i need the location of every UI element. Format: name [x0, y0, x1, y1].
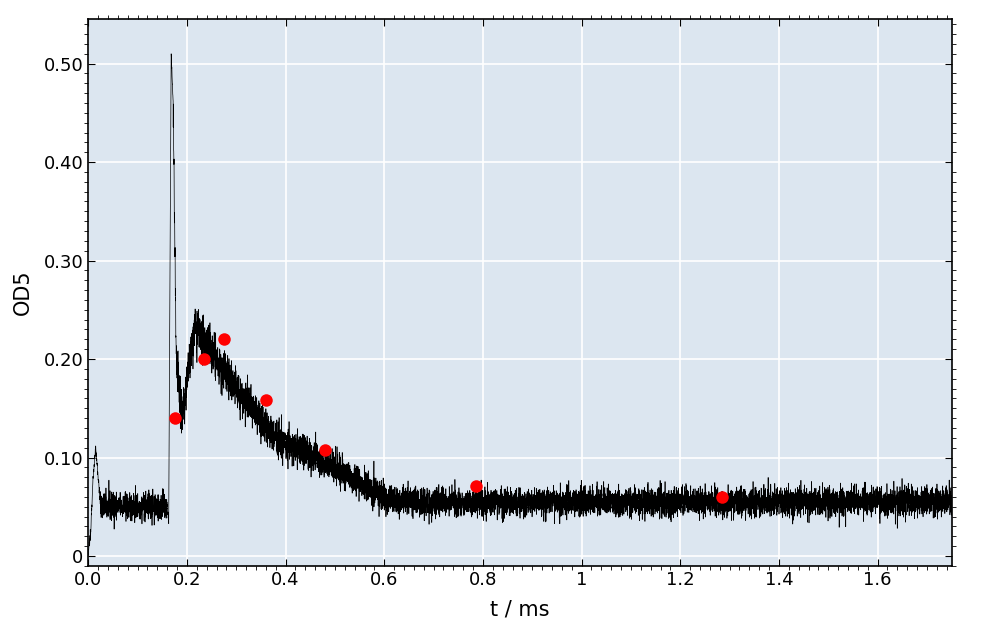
Y-axis label: OD5: OD5	[13, 270, 32, 315]
X-axis label: t / ms: t / ms	[490, 600, 549, 620]
